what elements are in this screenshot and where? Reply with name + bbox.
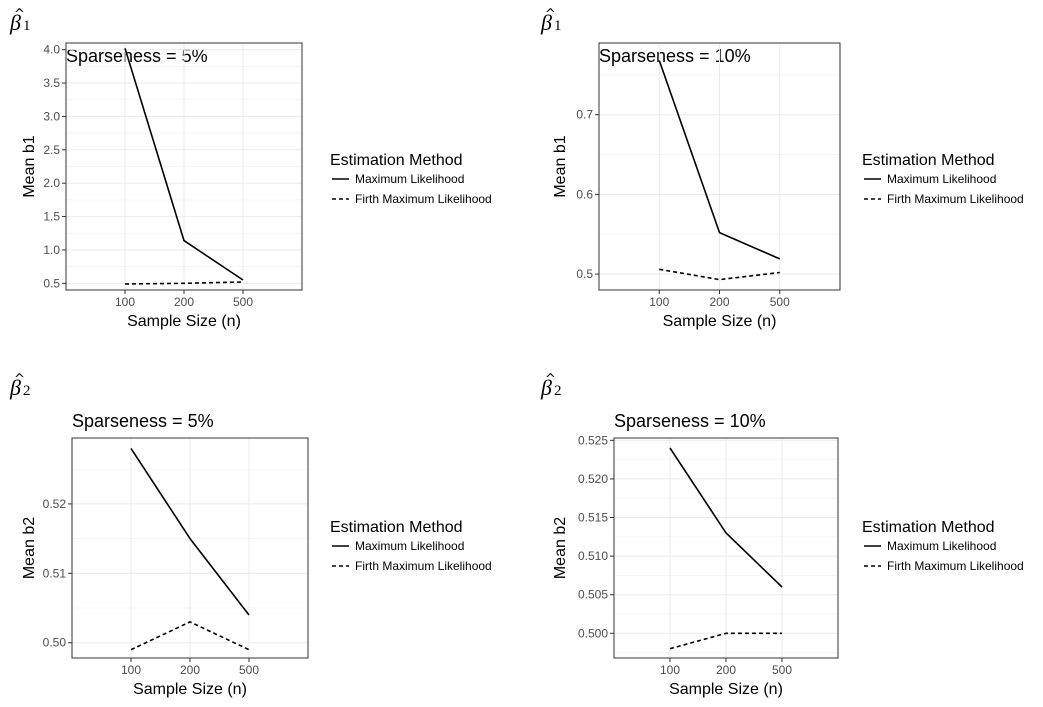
x-tick-label: 500 bbox=[770, 295, 790, 309]
x-tick-label: 200 bbox=[709, 295, 729, 309]
series-line-firth-maximum-likelihood bbox=[130, 621, 250, 651]
y-tick-label: 2.0 bbox=[43, 176, 60, 190]
legend-label: Maximum Likelihood bbox=[355, 172, 464, 186]
x-tick-label: 200 bbox=[180, 663, 200, 677]
y-axis-title: Mean b2 bbox=[21, 517, 38, 579]
legend: Estimation Method Maximum Likelihood Firth… bbox=[330, 152, 492, 206]
legend-label: Firth Maximum Likelihood bbox=[887, 192, 1024, 206]
x-tick-label: 100 bbox=[121, 663, 141, 677]
panel-title: Sparseness = 10% bbox=[599, 46, 751, 66]
y-tick-label: 1.0 bbox=[43, 243, 60, 257]
x-tick-label: 200 bbox=[716, 663, 736, 677]
x-tick-label: 100 bbox=[115, 295, 135, 309]
y-tick-label: 0.52 bbox=[43, 497, 67, 511]
y-tick-label: 0.7 bbox=[576, 108, 593, 122]
legend-label: Firth Maximum Likelihood bbox=[887, 559, 1024, 573]
y-tick-label: 3.5 bbox=[43, 76, 60, 90]
legend-label: Maximum Likelihood bbox=[887, 172, 996, 186]
y-tick-label: 0.50 bbox=[43, 636, 67, 650]
panel-title: Sparseness = 10% bbox=[614, 411, 766, 431]
chart-panel-4: β 2^ Sparseness = 10% 0.500 0.505 0.510 0.515 0… bbox=[540, 372, 1024, 698]
legend-label: Firth Maximum Likelihood bbox=[355, 192, 492, 206]
series-line-maximum-likelihood bbox=[124, 48, 244, 281]
y-tick-label: 1.5 bbox=[43, 210, 60, 224]
panel-title: Sparseness = 5% bbox=[66, 46, 208, 66]
y-axis-title: Mean b1 bbox=[552, 135, 569, 197]
series-line-firth-maximum-likelihood bbox=[659, 268, 780, 281]
legend-label: Firth Maximum Likelihood bbox=[355, 559, 492, 573]
hat-accent: ^ bbox=[545, 372, 556, 387]
y-tick-label: 2.5 bbox=[43, 143, 60, 157]
x-tick-label: 100 bbox=[660, 663, 680, 677]
parameter-subscript: 1 bbox=[23, 18, 31, 34]
x-tick-label: 500 bbox=[233, 295, 253, 309]
hat-accent: ^ bbox=[14, 372, 25, 387]
legend: Estimation Method Maximum Likelihood Firth… bbox=[862, 519, 1024, 573]
parameter-subscript: 2 bbox=[554, 383, 562, 399]
y-tick-label: 3.0 bbox=[43, 109, 60, 123]
hat-accent: ^ bbox=[545, 7, 556, 22]
y-tick-label: 0.500 bbox=[578, 626, 608, 640]
y-tick-label: 0.51 bbox=[43, 566, 67, 580]
parameter-subscript: 2 bbox=[23, 383, 31, 399]
x-axis-title: Sample Size (n) bbox=[669, 681, 783, 698]
legend-title: Estimation Method bbox=[862, 152, 995, 169]
y-tick-label: 0.505 bbox=[578, 588, 608, 602]
series-line-maximum-likelihood bbox=[658, 60, 781, 260]
y-axis-title: Mean b2 bbox=[552, 517, 569, 579]
series-line-maximum-likelihood bbox=[669, 447, 783, 588]
legend: Estimation Method Maximum Likelihood Firth… bbox=[330, 519, 492, 573]
y-tick-label: 4.0 bbox=[43, 43, 60, 57]
chart-panel-2: β 1^ Sparseness = 10% 0.5 0.6 0.7 100 200 500 Sam… bbox=[540, 7, 1024, 330]
chart-panel-3: β 2^ Sparseness = 5% 0.50 0.51 0.52 100 200 500 S… bbox=[9, 372, 492, 698]
series-line-maximum-likelihood bbox=[130, 447, 250, 616]
legend-title: Estimation Method bbox=[330, 152, 463, 169]
x-axis-title: Sample Size (n) bbox=[663, 313, 777, 330]
parameter-symbol: β bbox=[540, 10, 552, 35]
y-axis-title: Mean b1 bbox=[21, 135, 38, 197]
y-tick-label: 0.5 bbox=[43, 276, 60, 290]
legend-label: Maximum Likelihood bbox=[887, 539, 996, 553]
series-line-firth-maximum-likelihood bbox=[124, 281, 244, 285]
parameter-symbol: β bbox=[540, 375, 552, 400]
parameter-symbol: β bbox=[9, 10, 21, 35]
legend-title: Estimation Method bbox=[330, 519, 463, 536]
legend: Estimation Method Maximum Likelihood Firth… bbox=[862, 152, 1024, 206]
series-line-firth-maximum-likelihood bbox=[669, 632, 782, 650]
chart-panel-1: β 1^ Sparseness = 5% 0.5 1.0 1.5 2.0 2.5 3.0 3.5 4… bbox=[9, 7, 492, 330]
legend-title: Estimation Method bbox=[862, 519, 995, 536]
x-axis-title: Sample Size (n) bbox=[127, 313, 241, 330]
y-tick-label: 0.520 bbox=[578, 472, 608, 486]
y-tick-label: 0.6 bbox=[576, 187, 593, 201]
parameter-symbol: β bbox=[9, 375, 21, 400]
x-axis-title: Sample Size (n) bbox=[133, 681, 247, 698]
panel-title: Sparseness = 5% bbox=[72, 411, 214, 431]
y-tick-label: 0.510 bbox=[578, 549, 608, 563]
legend-label: Maximum Likelihood bbox=[355, 539, 464, 553]
y-tick-label: 0.5 bbox=[576, 267, 593, 281]
x-tick-label: 500 bbox=[239, 663, 259, 677]
x-tick-label: 100 bbox=[649, 295, 669, 309]
y-tick-label: 0.515 bbox=[578, 511, 608, 525]
y-tick-label: 0.525 bbox=[578, 433, 608, 447]
x-tick-label: 500 bbox=[772, 663, 792, 677]
hat-accent: ^ bbox=[14, 7, 25, 22]
x-tick-label: 200 bbox=[174, 295, 194, 309]
parameter-subscript: 1 bbox=[554, 18, 562, 34]
